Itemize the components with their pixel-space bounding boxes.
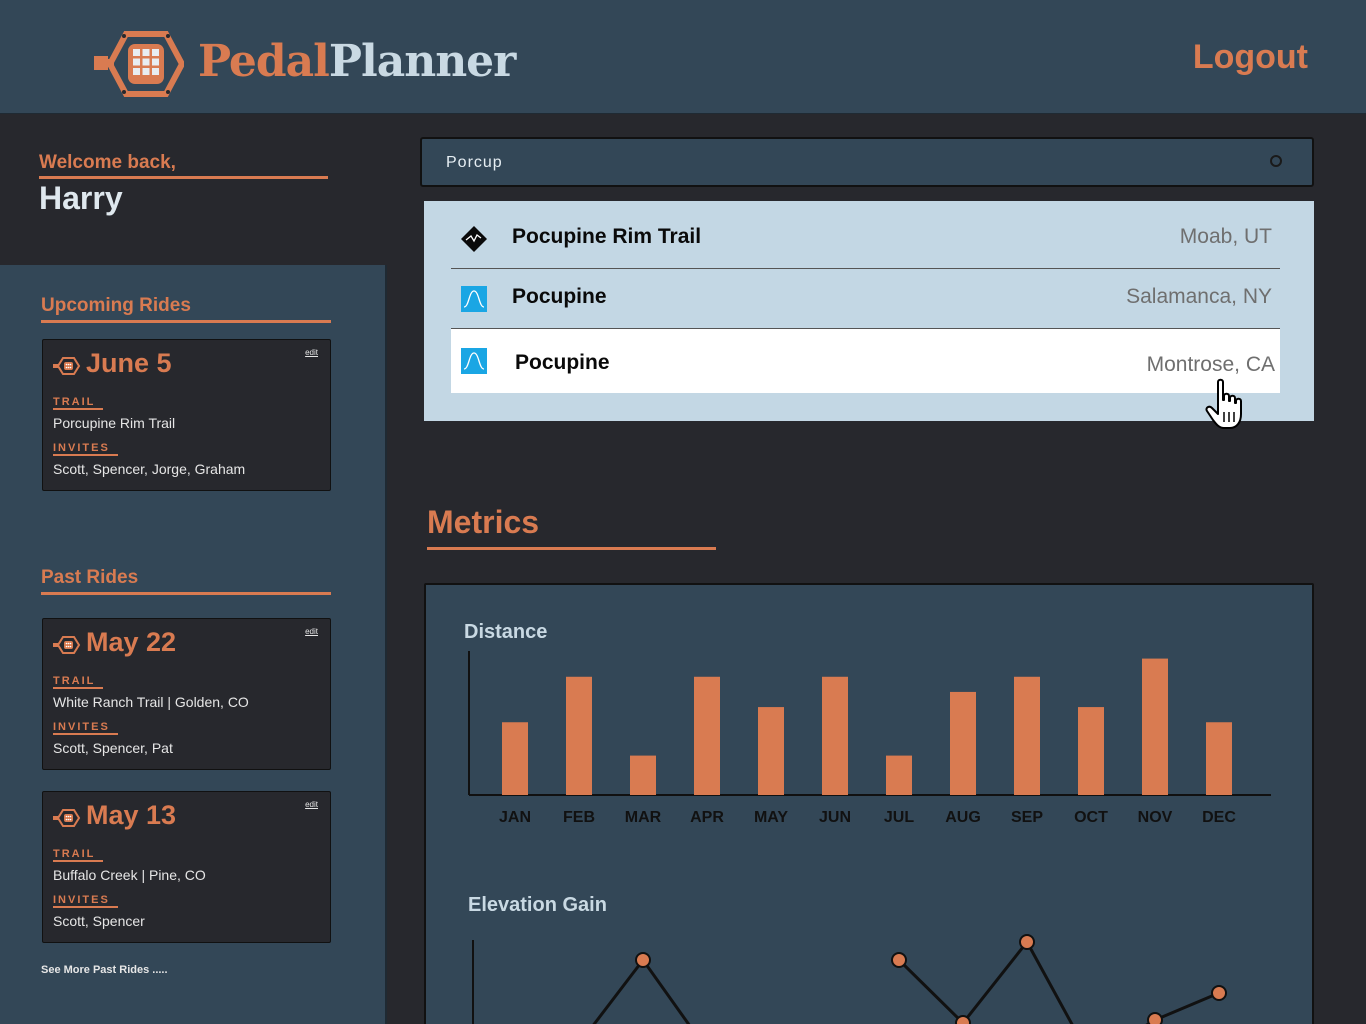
ride-card-past[interactable]: May 22 edit TRAIL White Ranch Trail | Go… <box>42 618 331 770</box>
invites-value: Scott, Spencer, Pat <box>53 740 173 756</box>
elevation-point <box>635 952 651 968</box>
invites-label: INVITES <box>53 894 118 908</box>
mini-logo-icon <box>53 809 81 827</box>
invites-label: INVITES <box>53 442 118 456</box>
metrics-charts: JAN FEB MAR APR MAY JUN JUL AUG SEP OCT NOV DEC <box>468 651 1271 1024</box>
pedalplanner-logo-icon <box>94 31 184 97</box>
search-result-item[interactable]: Pocupine Montrose, CA <box>451 329 1280 393</box>
search-input[interactable] <box>446 151 1246 175</box>
logout-button[interactable]: Logout <box>1192 38 1308 76</box>
past-rides-title: Past Rides <box>41 567 331 595</box>
elevation-chart-title: Elevation Gain <box>468 894 607 916</box>
edit-link[interactable]: edit <box>305 627 318 636</box>
distance-x-tick-label: MAY <box>754 809 788 826</box>
distance-bar <box>502 722 528 795</box>
metrics-panel: Distance Elevation Gain JAN FEB MAR APR MAY J… <box>424 583 1314 1024</box>
welcome-box: Welcome back, Harry <box>0 114 387 265</box>
distance-bar <box>950 691 976 795</box>
elevation-series-line <box>897 939 1220 1024</box>
metrics-title: Metrics <box>427 504 716 550</box>
trail-value: Porcupine Rim Trail <box>53 415 176 431</box>
elevation-point <box>1019 934 1035 950</box>
distance-x-tick-label: JAN <box>499 809 531 826</box>
distance-bar <box>1206 722 1232 795</box>
distance-bar <box>886 755 912 795</box>
trail-label: TRAIL <box>53 675 104 689</box>
distance-bar <box>758 707 784 795</box>
elevation-series-line <box>592 957 691 1024</box>
distance-chart-title: Distance <box>464 621 548 643</box>
invites-value: Scott, Spencer <box>53 913 145 929</box>
trail-search-bar[interactable] <box>420 137 1314 187</box>
distance-bar <box>630 755 656 795</box>
trail-value: White Ranch Trail | Golden, CO <box>53 694 249 710</box>
distance-x-tick-label: FEB <box>563 809 595 826</box>
distance-x-tick-label: OCT <box>1074 809 1108 826</box>
trail-label: TRAIL <box>53 848 104 862</box>
mini-logo-icon <box>53 636 81 654</box>
distance-bar <box>694 676 720 795</box>
elevation-point <box>955 1015 971 1024</box>
distance-x-tick-label: MAR <box>625 809 662 826</box>
distance-bar <box>822 676 848 795</box>
app-title-part1: Pedal <box>198 36 330 87</box>
result-location: Moab, UT <box>1179 225 1272 248</box>
ride-date: May 13 <box>86 800 177 830</box>
invites-value: Scott, Spencer, Jorge, Graham <box>53 461 246 477</box>
result-name: Pocupine <box>512 285 607 308</box>
app-title: PedalPlanner <box>198 36 516 87</box>
distance-x-tick-label: AUG <box>945 809 981 826</box>
result-location: Montrose, CA <box>1146 353 1275 376</box>
upcoming-rides-title: Upcoming Rides <box>41 295 331 323</box>
app-header: PedalPlanner Logout <box>0 0 1366 114</box>
edit-link[interactable]: edit <box>305 800 318 809</box>
invites-label: INVITES <box>53 721 118 735</box>
ride-card-upcoming[interactable]: June 5 edit TRAIL Porcupine Rim Trail IN… <box>42 339 331 491</box>
result-name: Pocupine Rim Trail <box>512 225 702 248</box>
search-icon[interactable] <box>1270 155 1282 167</box>
ride-date: May 22 <box>86 627 177 657</box>
distance-bar <box>1014 676 1040 795</box>
distance-x-tick-label: SEP <box>1011 809 1043 826</box>
elevation-point <box>1147 1012 1163 1024</box>
trail-value: Buffalo Creek | Pine, CO <box>53 867 206 883</box>
search-result-item[interactable]: Pocupine Salamanca, NY <box>451 269 1280 329</box>
search-result-item[interactable]: Pocupine Rim Trail Moab, UT <box>451 209 1280 269</box>
mini-logo-icon <box>53 357 81 375</box>
ride-card-past[interactable]: May 13 edit TRAIL Buffalo Creek | Pine, … <box>42 791 331 943</box>
distance-bar <box>1142 658 1168 795</box>
user-name: Harry <box>39 180 123 216</box>
see-more-past-rides-link[interactable]: See More Past Rides ..... <box>41 964 168 976</box>
distance-bar <box>566 676 592 795</box>
distance-x-tick-label: APR <box>690 809 724 826</box>
search-results-dropdown: Pocupine Rim Trail Moab, UT Pocupine Sal… <box>424 201 1314 421</box>
elevation-point <box>891 952 907 968</box>
result-name: Pocupine <box>515 351 610 374</box>
sidebar: Welcome back, Harry Upcoming Rides June … <box>0 114 387 1024</box>
ride-date: June 5 <box>86 348 172 378</box>
distance-x-tick-label: JUL <box>884 809 914 826</box>
distance-x-tick-label: JUN <box>819 809 851 826</box>
trail-label: TRAIL <box>53 396 104 410</box>
blue-square-icon <box>461 348 487 374</box>
blue-square-icon <box>461 286 487 312</box>
black-diamond-icon <box>461 226 487 252</box>
elevation-point <box>1211 985 1227 1001</box>
distance-x-tick-label: DEC <box>1202 809 1236 826</box>
distance-bar <box>1078 707 1104 795</box>
distance-x-tick-label: NOV <box>1138 809 1173 826</box>
app-title-part2: Planner <box>328 36 516 87</box>
hand-pointer-cursor-icon <box>1205 378 1242 429</box>
welcome-label: Welcome back, <box>39 152 328 179</box>
edit-link[interactable]: edit <box>305 348 318 357</box>
result-location: Salamanca, NY <box>1126 285 1272 308</box>
